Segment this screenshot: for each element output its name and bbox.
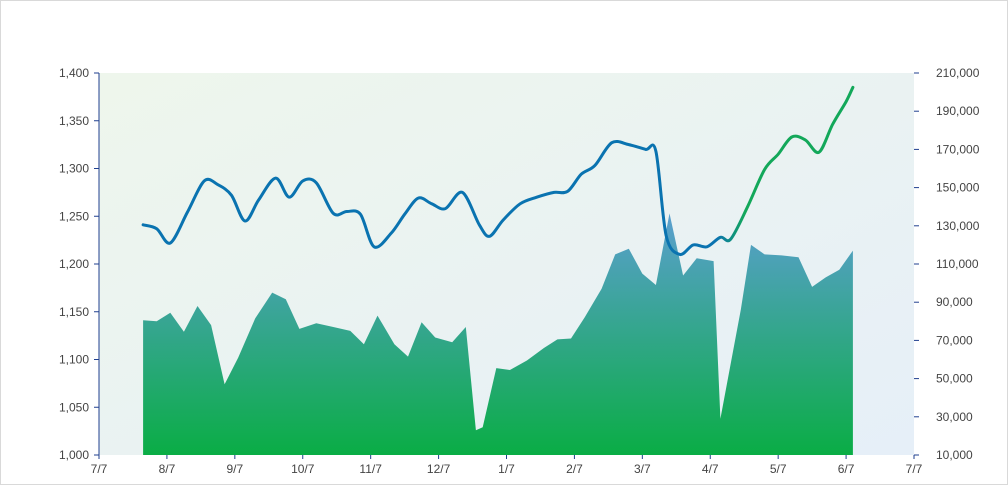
- x-tick-label: 8/7: [159, 462, 176, 476]
- left-tick-label: 1,350: [59, 114, 89, 128]
- x-tick-label: 4/7: [702, 462, 719, 476]
- x-tick-label: 7/7: [91, 462, 108, 476]
- right-tick-label: 190,000: [936, 104, 980, 118]
- x-tick-label: 10/7: [291, 462, 315, 476]
- line-series-layer: [141, 85, 855, 256]
- volume-area: [143, 213, 853, 455]
- x-tick-label: 11/7: [359, 462, 382, 476]
- area-series-layer: [143, 213, 853, 455]
- x-tick-label: 5/7: [770, 462, 787, 476]
- right-y-axis-ticks: 10,000 30,000 50,000 70,000 90,000 110,000 130…: [914, 66, 980, 462]
- right-tick-label: 110,000: [936, 257, 979, 271]
- right-tick-label: 130,000: [936, 219, 980, 233]
- x-tick-label: 3/7: [634, 462, 651, 476]
- right-tick-label: 90,000: [936, 295, 973, 309]
- left-y-axis-ticks: 1,000 1,050 1,100 1,150 1,200 1,250 1,300 1,350…: [59, 66, 99, 462]
- left-tick-label: 1,000: [59, 448, 89, 462]
- right-tick-label: 210,000: [936, 66, 980, 80]
- left-tick-label: 1,300: [59, 162, 89, 176]
- right-tick-label: 70,000: [936, 333, 973, 347]
- left-tick-label: 1,050: [59, 400, 89, 414]
- x-tick-label: 2/7: [566, 462, 583, 476]
- right-tick-label: 10,000: [936, 448, 973, 462]
- left-tick-label: 1,150: [59, 305, 89, 319]
- x-tick-label: 9/7: [226, 462, 243, 476]
- right-tick-label: 30,000: [936, 410, 973, 424]
- left-tick-label: 1,200: [59, 257, 89, 271]
- left-tick-label: 1,400: [59, 66, 89, 80]
- right-tick-label: 50,000: [936, 372, 973, 386]
- left-tick-label: 1,100: [59, 353, 89, 367]
- x-tick-label: 12/7: [427, 462, 451, 476]
- right-tick-label: 170,000: [936, 142, 980, 156]
- x-tick-label: 1/7: [498, 462, 515, 476]
- x-tick-label: 7/7: [906, 462, 923, 476]
- x-tick-label: 6/7: [838, 462, 855, 476]
- right-tick-label: 150,000: [936, 181, 980, 195]
- left-tick-label: 1,250: [59, 209, 89, 223]
- price-line: [141, 85, 855, 256]
- x-axis-ticks: 7/7 8/7 9/7 10/7 11/7 12/7 1/7 2/7 3/7 4/7 5/7 6/7 7…: [91, 455, 923, 476]
